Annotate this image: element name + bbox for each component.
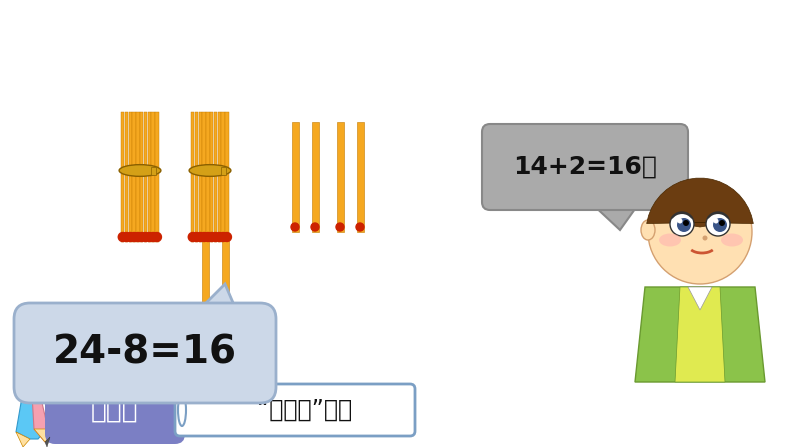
Bar xyxy=(222,112,225,242)
Bar xyxy=(218,112,221,242)
Circle shape xyxy=(145,232,154,241)
Bar xyxy=(198,112,202,242)
Ellipse shape xyxy=(721,233,743,246)
Circle shape xyxy=(199,232,209,241)
Circle shape xyxy=(201,320,209,329)
Circle shape xyxy=(207,232,216,241)
Polygon shape xyxy=(675,287,725,382)
Polygon shape xyxy=(16,397,44,439)
Polygon shape xyxy=(646,178,754,227)
Bar xyxy=(195,112,198,242)
Polygon shape xyxy=(45,437,50,447)
Circle shape xyxy=(703,236,707,240)
Circle shape xyxy=(648,180,752,284)
Bar xyxy=(191,112,195,242)
Ellipse shape xyxy=(119,164,161,177)
Text: 14+2=16。: 14+2=16。 xyxy=(513,155,657,179)
Polygon shape xyxy=(32,394,50,442)
Circle shape xyxy=(713,218,727,232)
Polygon shape xyxy=(590,202,640,230)
Polygon shape xyxy=(635,287,765,382)
Circle shape xyxy=(677,219,683,224)
FancyBboxPatch shape xyxy=(14,303,276,403)
Bar xyxy=(137,112,140,242)
Bar xyxy=(148,112,151,242)
Bar xyxy=(202,112,206,242)
Circle shape xyxy=(719,220,725,226)
Bar xyxy=(222,166,226,174)
Bar xyxy=(311,122,318,232)
Ellipse shape xyxy=(189,164,231,177)
Bar xyxy=(152,166,156,174)
Bar xyxy=(206,112,210,242)
Circle shape xyxy=(706,212,730,236)
Circle shape xyxy=(148,232,158,241)
Circle shape xyxy=(125,232,135,241)
Text: 24-8=16: 24-8=16 xyxy=(53,334,237,372)
Bar xyxy=(202,235,209,329)
Text: “凑整法”口算: “凑整法”口算 xyxy=(257,398,353,422)
Circle shape xyxy=(336,223,344,231)
Circle shape xyxy=(356,223,364,231)
Circle shape xyxy=(203,232,213,241)
Circle shape xyxy=(188,232,197,241)
Ellipse shape xyxy=(178,394,186,426)
Bar xyxy=(225,112,229,242)
Circle shape xyxy=(221,320,229,329)
Circle shape xyxy=(215,232,224,241)
Circle shape xyxy=(714,219,719,224)
Circle shape xyxy=(311,223,319,231)
Circle shape xyxy=(122,232,131,241)
Bar xyxy=(125,112,129,242)
FancyBboxPatch shape xyxy=(482,124,688,210)
Circle shape xyxy=(141,232,150,241)
Bar xyxy=(214,112,218,242)
Bar xyxy=(129,112,132,242)
Bar xyxy=(144,112,148,242)
Bar xyxy=(152,112,155,242)
Bar xyxy=(357,122,364,232)
Ellipse shape xyxy=(659,233,681,246)
Circle shape xyxy=(211,232,220,241)
Circle shape xyxy=(129,232,139,241)
Circle shape xyxy=(118,232,127,241)
Polygon shape xyxy=(688,287,712,310)
Circle shape xyxy=(677,218,691,232)
Circle shape xyxy=(133,232,142,241)
Circle shape xyxy=(218,232,228,241)
Polygon shape xyxy=(190,284,240,319)
Ellipse shape xyxy=(641,220,655,240)
Bar xyxy=(155,112,159,242)
Bar xyxy=(210,112,214,242)
Bar xyxy=(140,112,144,242)
Circle shape xyxy=(137,232,146,241)
Bar xyxy=(337,122,344,232)
FancyBboxPatch shape xyxy=(175,384,415,436)
Circle shape xyxy=(683,220,689,226)
Circle shape xyxy=(152,232,161,241)
Bar xyxy=(22,394,38,399)
Bar xyxy=(291,122,299,232)
Polygon shape xyxy=(16,432,30,447)
Bar xyxy=(133,112,136,242)
Circle shape xyxy=(192,232,201,241)
Text: 方法二: 方法二 xyxy=(91,398,139,424)
Bar xyxy=(32,392,40,397)
Bar xyxy=(121,112,125,242)
Bar xyxy=(222,235,229,329)
Circle shape xyxy=(670,212,694,236)
Circle shape xyxy=(196,232,205,241)
Circle shape xyxy=(291,223,299,231)
Circle shape xyxy=(222,232,231,241)
Polygon shape xyxy=(34,429,50,442)
FancyBboxPatch shape xyxy=(45,378,185,444)
